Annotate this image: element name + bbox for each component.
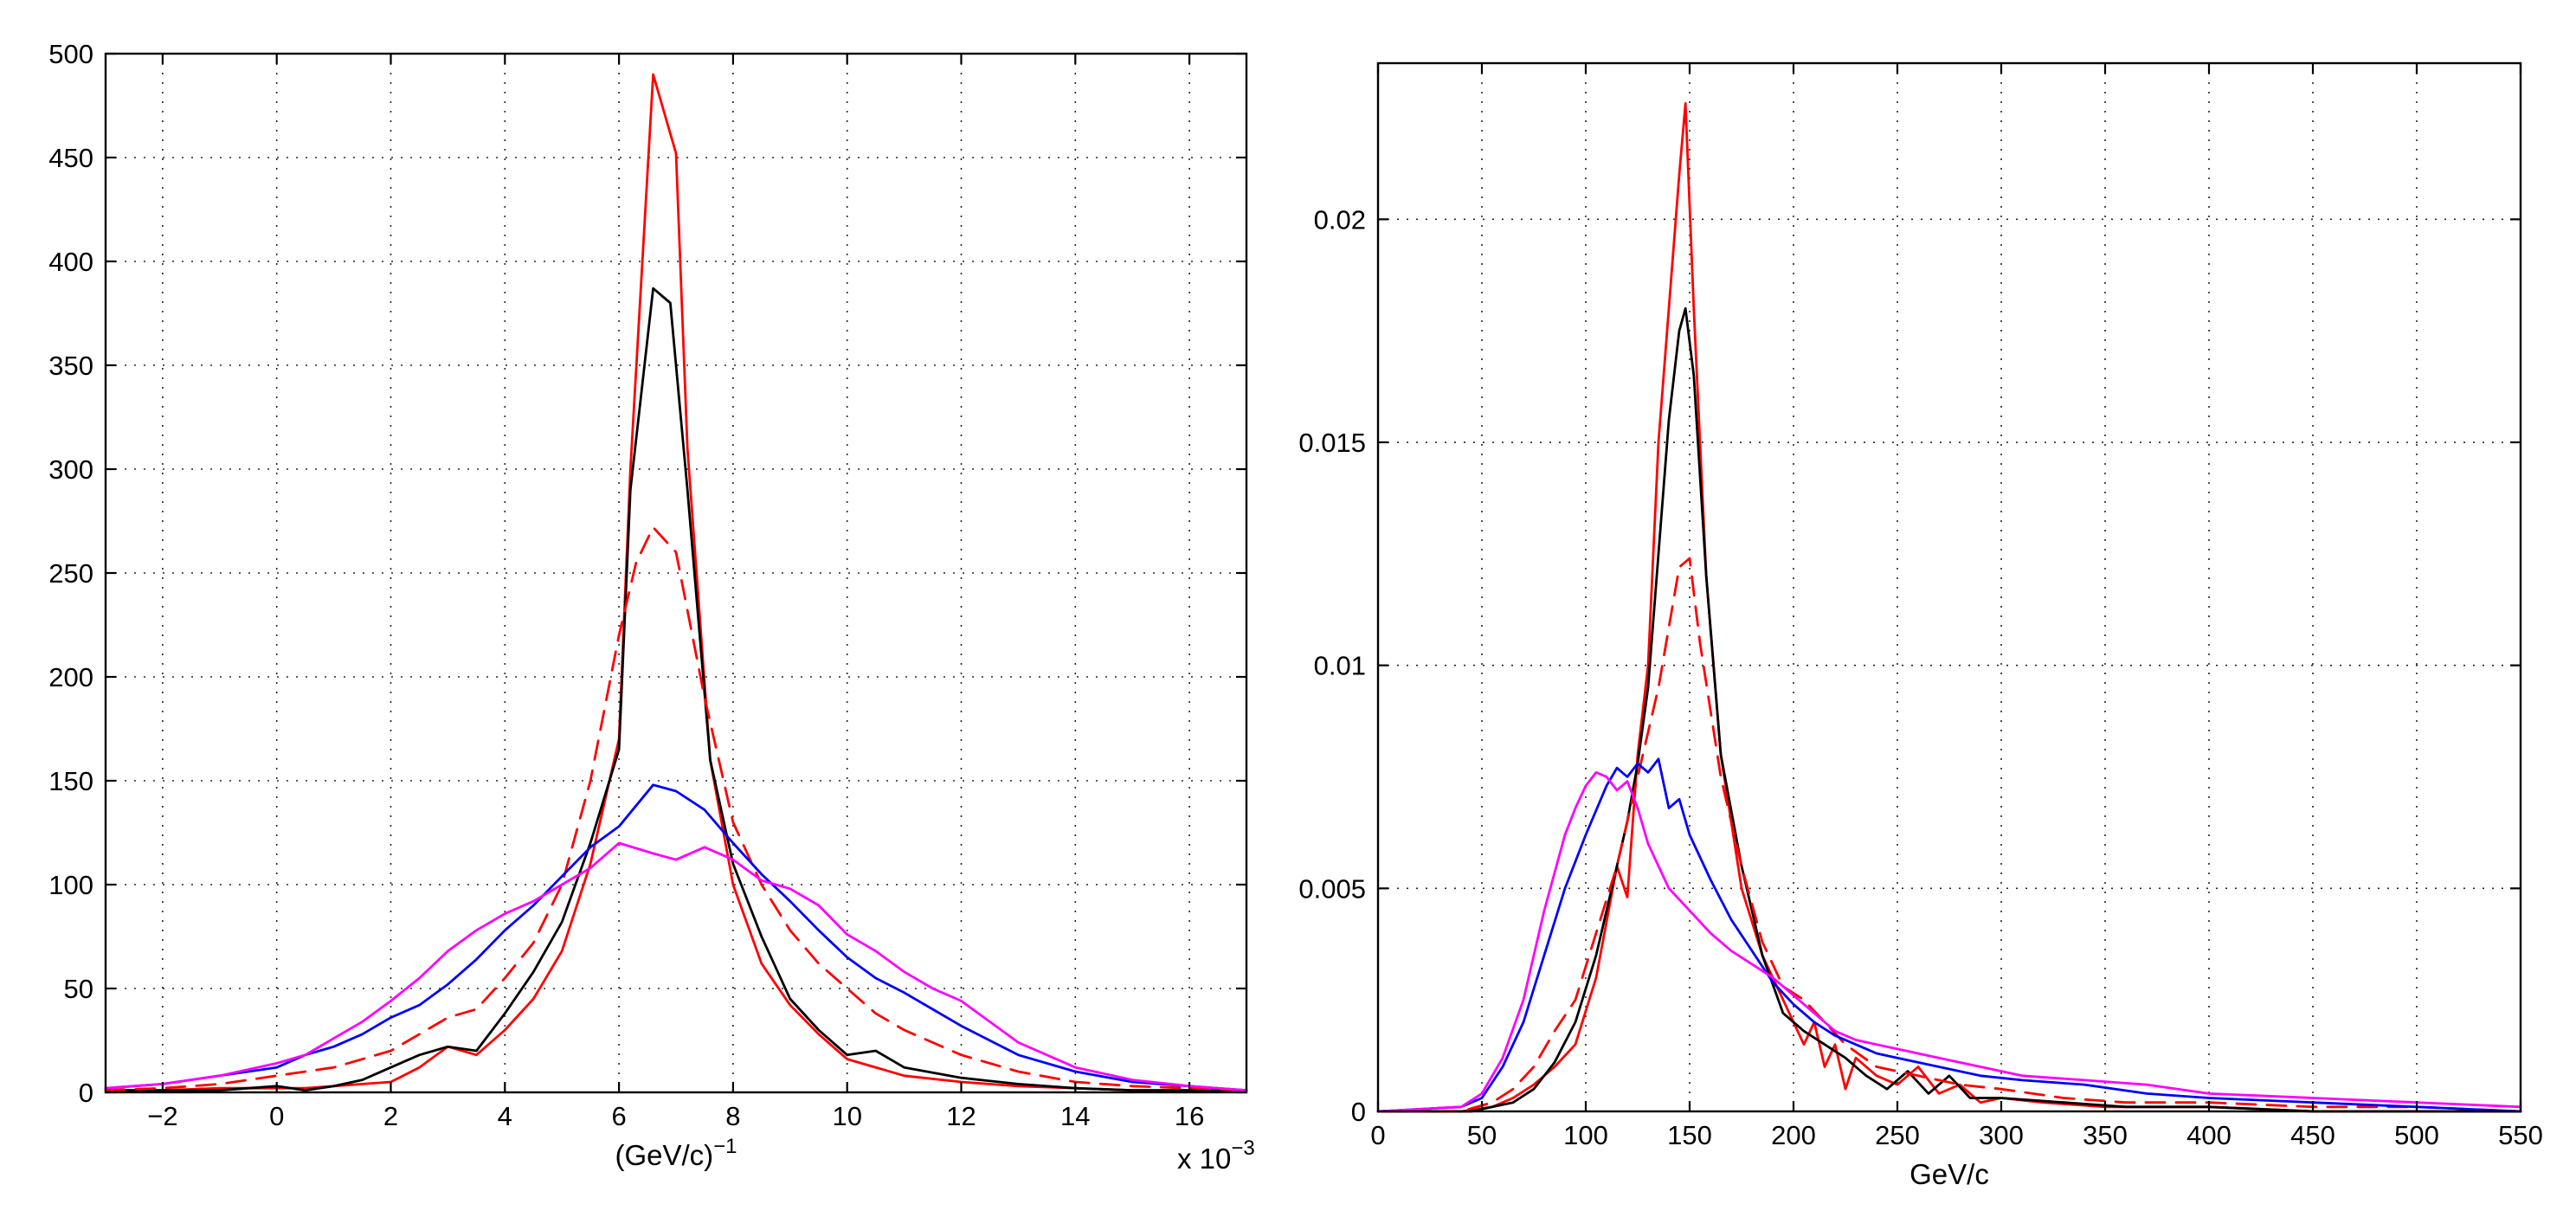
right-series-blue-solid bbox=[1376, 757, 2522, 1113]
right-ytick-label: 0 bbox=[1351, 1097, 1366, 1127]
left-xtick-label: 12 bbox=[946, 1101, 976, 1131]
left-ytick-label: 50 bbox=[64, 974, 93, 1004]
left-axes-frame bbox=[104, 52, 1248, 1094]
right-xtick-label: 400 bbox=[2186, 1120, 2231, 1150]
right-xtick-label: 200 bbox=[1771, 1120, 1816, 1150]
right-ytick-label: 0.015 bbox=[1298, 428, 1366, 458]
right-series-red-dashed bbox=[1376, 557, 2522, 1113]
right-xtick-label: 150 bbox=[1667, 1120, 1712, 1150]
left-ytick-label: 200 bbox=[48, 662, 93, 692]
right-x-axis-label: GeV/c bbox=[1909, 1158, 1989, 1190]
left-x-axis-label: (GeV/c)−1 bbox=[615, 1135, 737, 1171]
left-ytick-label: 100 bbox=[48, 870, 93, 900]
left-xtick-label: 14 bbox=[1060, 1101, 1090, 1131]
left-ytick-label: 250 bbox=[48, 558, 93, 589]
left-ytick-label: 400 bbox=[48, 247, 93, 277]
right-xtick-label: 50 bbox=[1467, 1120, 1497, 1150]
left-ytick-label: 150 bbox=[48, 766, 93, 796]
left-series-red-dashed bbox=[104, 525, 1248, 1091]
right-chart: 0 50 100 150 200 250 300 350 400 450 500 550 0 0.005 0… bbox=[1298, 61, 2543, 1190]
left-series-blue-solid bbox=[104, 783, 1248, 1091]
right-xtick-label: 350 bbox=[2083, 1120, 2128, 1150]
left-ytick-label: 300 bbox=[48, 454, 93, 485]
left-xtick-label: 8 bbox=[725, 1101, 740, 1131]
right-xtick-label: 250 bbox=[1875, 1120, 1920, 1150]
right-xtick-label: 300 bbox=[1979, 1120, 2024, 1150]
right-ytick-label: 0.02 bbox=[1314, 204, 1366, 235]
left-xtick-label: 16 bbox=[1175, 1101, 1204, 1131]
left-ytick-label: 0 bbox=[79, 1078, 93, 1108]
right-ytick-label: 0.01 bbox=[1314, 651, 1366, 681]
right-xtick-label: 500 bbox=[2394, 1120, 2439, 1150]
right-xtick-label: 550 bbox=[2498, 1120, 2543, 1150]
left-x-scale-exponent: −3 bbox=[1231, 1137, 1254, 1160]
right-xtick-label: 0 bbox=[1370, 1120, 1385, 1150]
right-series-red-solid bbox=[1376, 102, 2522, 1113]
left-x-axis-label-exponent: −1 bbox=[713, 1135, 737, 1158]
left-xtick-label: 6 bbox=[611, 1101, 626, 1131]
left-series-red-solid bbox=[104, 73, 1248, 1091]
left-xtick-label: 0 bbox=[269, 1101, 284, 1131]
left-xtick-label: 2 bbox=[383, 1101, 398, 1131]
left-ytick-label: 450 bbox=[48, 143, 93, 173]
right-axes-frame bbox=[1376, 61, 2522, 1113]
left-series-magenta-solid bbox=[104, 841, 1248, 1091]
left-chart: −2 0 2 4 6 8 10 12 14 16 0 50 100 150 200 250 300 350 400 4… bbox=[48, 39, 1254, 1175]
left-series-black-solid bbox=[104, 287, 1248, 1091]
left-xtick-label: 4 bbox=[498, 1101, 512, 1131]
right-ytick-label: 0.005 bbox=[1298, 873, 1366, 904]
right-series-magenta-solid bbox=[1376, 771, 2522, 1113]
left-x-scale-multiplier: x 10−3 bbox=[1177, 1137, 1255, 1175]
left-xtick-label: −2 bbox=[147, 1101, 177, 1131]
right-xtick-label: 100 bbox=[1563, 1120, 1608, 1150]
right-xtick-label: 450 bbox=[2290, 1120, 2335, 1150]
left-xtick-label: 10 bbox=[832, 1101, 861, 1131]
right-series-black-solid bbox=[1376, 306, 2522, 1113]
left-ytick-label: 350 bbox=[48, 351, 93, 381]
left-ytick-label: 500 bbox=[48, 39, 93, 69]
